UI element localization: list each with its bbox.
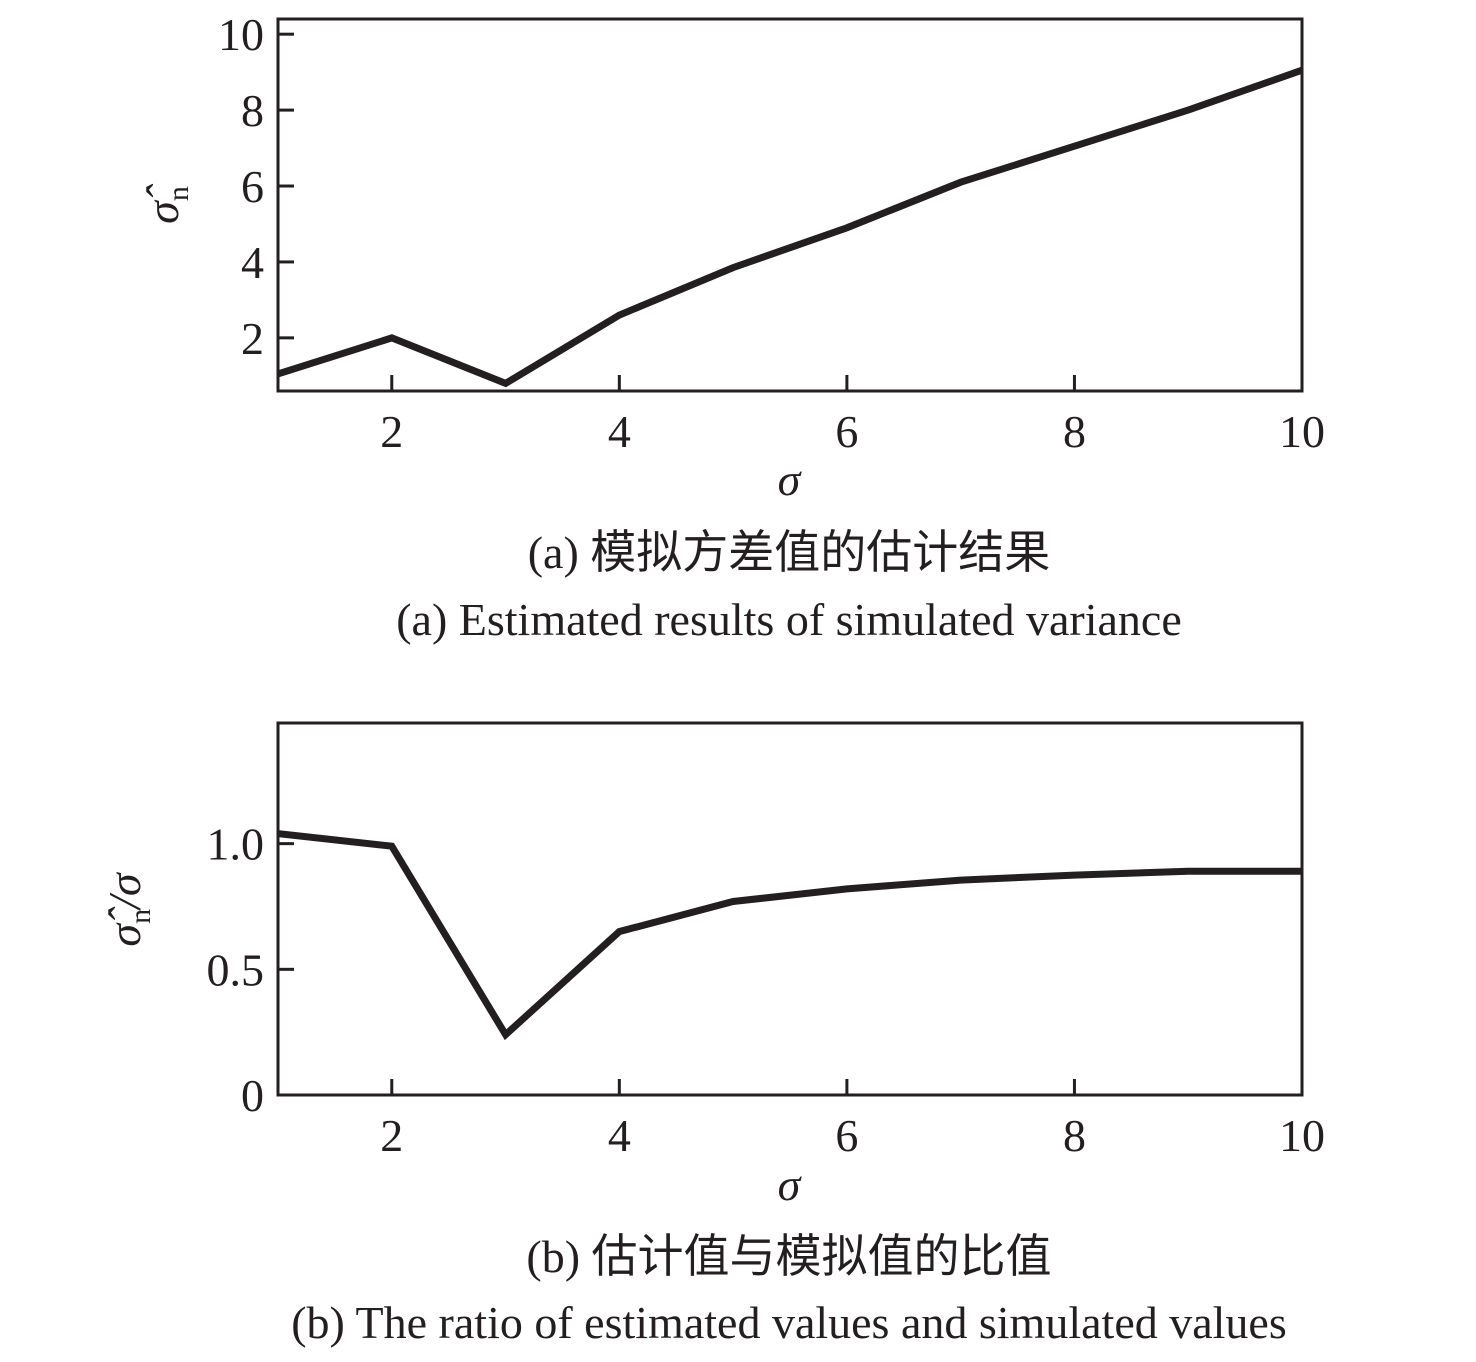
- panel-b-y-tick-label: 1.0: [207, 819, 265, 870]
- panel-a-x-tick-label: 8: [1063, 406, 1086, 457]
- panel-a-ticks: 2 4 6 8 10 2 4 6 8 10: [218, 9, 1325, 457]
- panel-b: 2 4 6 8 10 0 0.5 1.0 σ σ̂n/σ (b) 估计值与模拟值的比值 (b)…: [99, 721, 1326, 1348]
- panel-b-y-axis-label: σ̂n/σ: [99, 871, 157, 946]
- panel-a-caption-cn: (a) 模拟方差值的估计结果: [528, 527, 1051, 578]
- panel-a-x-tick-label: 4: [608, 406, 631, 457]
- panel-b-x-tick-label: 4: [608, 1110, 631, 1161]
- panel-b-y-tick-label: 0: [241, 1070, 264, 1121]
- panel-b-x-tick-label: 8: [1063, 1110, 1086, 1161]
- panel-a-y-tick-label: 10: [218, 9, 264, 60]
- panel-a: 2 4 6 8 10 2 4 6 8 10 σ σ̂n (a) 模拟方差值的估计结果 (a) Es…: [137, 9, 1325, 645]
- panel-b-x-tick-label: 2: [380, 1110, 403, 1161]
- panel-a-y-axis-label: σ̂n: [137, 183, 195, 224]
- panel-a-y-tick-label: 6: [241, 161, 264, 212]
- panel-b-plot-frame: [276, 721, 1304, 1097]
- panel-a-x-tick-label: 6: [835, 406, 858, 457]
- panel-a-caption-en: (a) Estimated results of simulated varia…: [396, 594, 1182, 645]
- panel-b-series-line: [278, 830, 1302, 1041]
- panel-b-caption-cn: (b) 估计值与模拟值的比值: [526, 1231, 1051, 1282]
- panel-a-series-line: [278, 66, 1302, 388]
- panel-b-ticks: 2 4 6 8 10 0 0.5 1.0: [207, 819, 1326, 1161]
- panel-a-y-tick-label: 4: [241, 237, 264, 288]
- panel-b-y-tick-label: 0.5: [207, 944, 265, 995]
- panel-a-y-tick-label: 2: [241, 313, 264, 364]
- panel-b-caption-en: (b) The ratio of estimated values and si…: [291, 1297, 1287, 1348]
- panel-b-x-tick-label: 6: [835, 1110, 858, 1161]
- panel-a-x-tick-label: 2: [380, 406, 403, 457]
- panel-a-y-tick-label: 8: [241, 85, 264, 136]
- panel-a-x-axis-label: σ: [778, 454, 803, 505]
- panel-a-x-tick-label: 10: [1279, 406, 1325, 457]
- panel-b-x-axis-label: σ: [778, 1159, 803, 1210]
- panel-a-plot-frame: [276, 17, 1304, 393]
- panel-b-x-tick-label: 10: [1279, 1110, 1325, 1161]
